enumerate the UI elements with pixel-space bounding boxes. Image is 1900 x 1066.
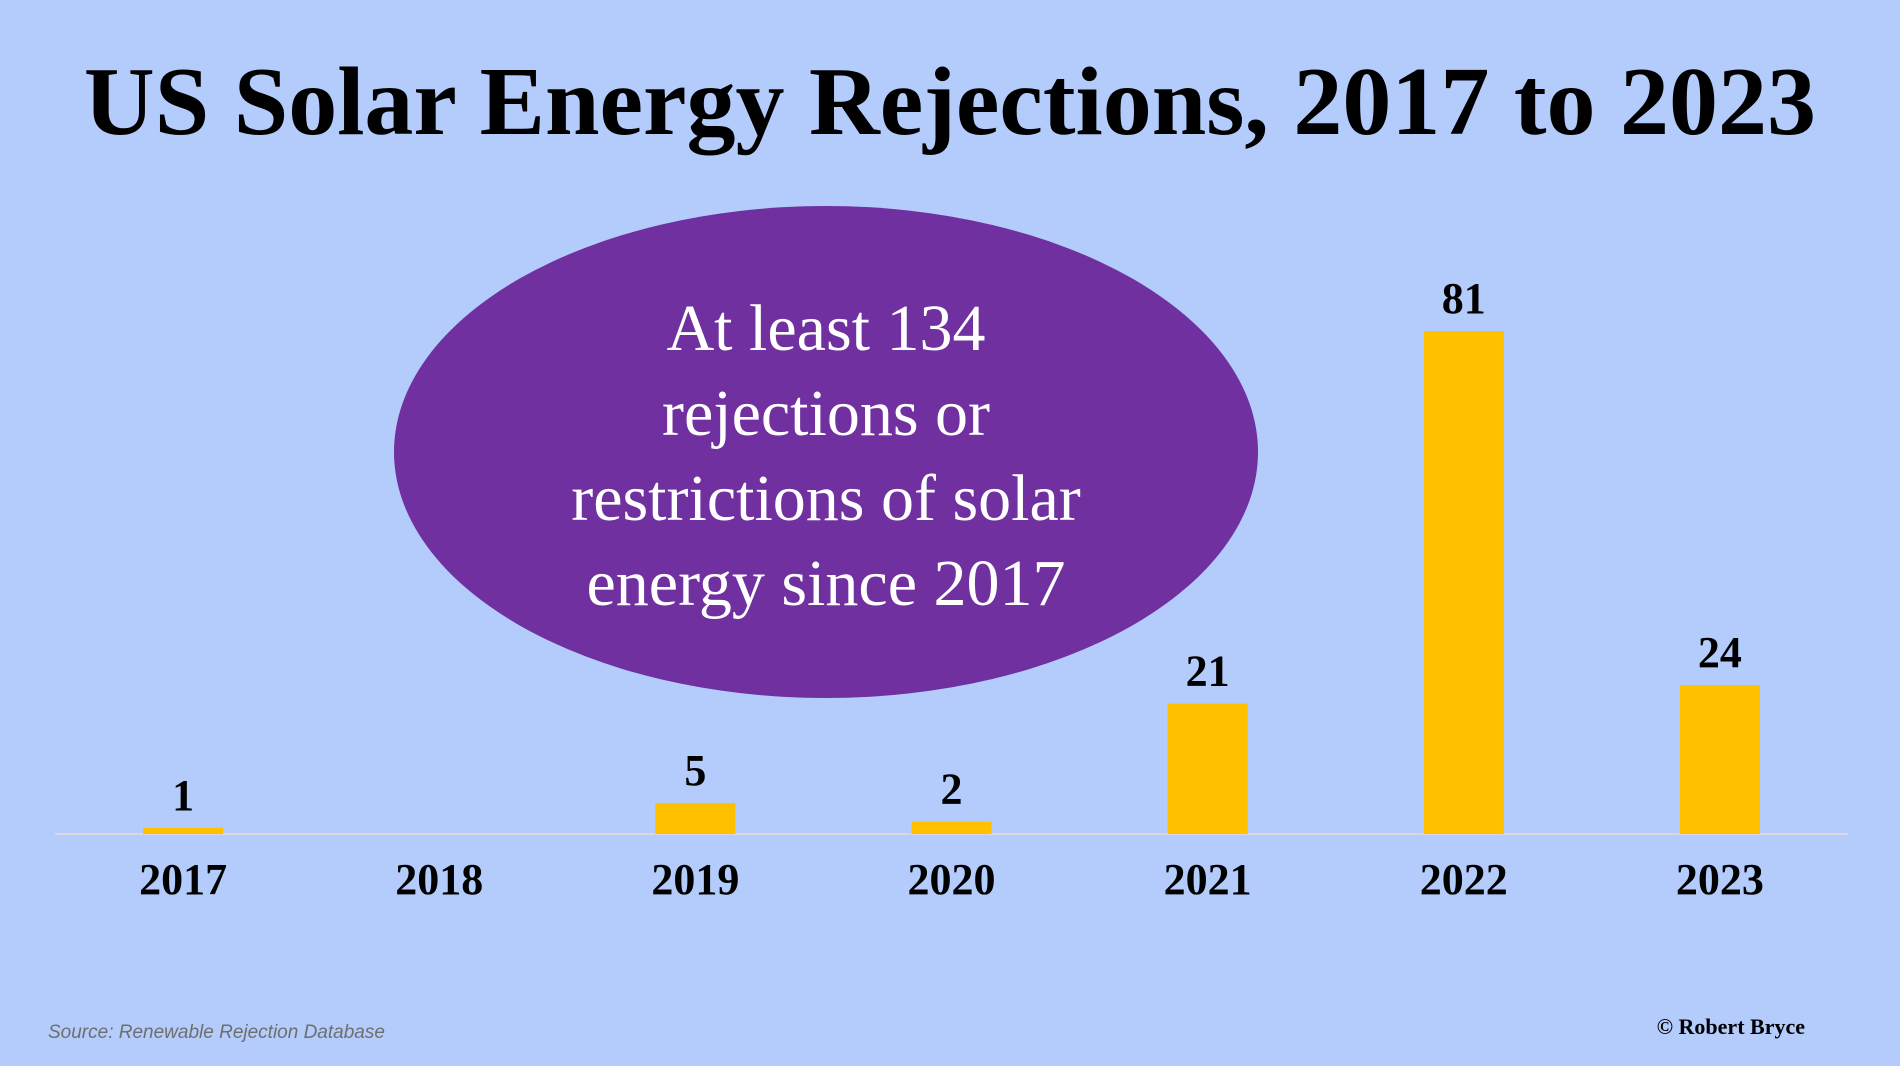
x-tick-label-2021: 2021 xyxy=(1164,855,1252,904)
bar-2019 xyxy=(655,802,736,834)
annotation-line-3: restrictions of solar xyxy=(571,462,1081,535)
data-label-2022: 81 xyxy=(1442,274,1486,323)
data-label-2020: 2 xyxy=(941,765,963,814)
x-tick-label-2020: 2020 xyxy=(908,855,996,904)
x-tick-label-2022: 2022 xyxy=(1420,855,1508,904)
source-note: Source: Renewable Rejection Database xyxy=(48,1022,385,1043)
annotation-line-2: rejections or xyxy=(662,377,990,450)
annotation-line-4: energy since 2017 xyxy=(587,547,1066,620)
x-tick-label-2023: 2023 xyxy=(1676,855,1764,904)
data-label-2017: 1 xyxy=(172,771,194,820)
data-label-2023: 24 xyxy=(1698,628,1742,677)
bar-2022 xyxy=(1423,331,1504,834)
annotation-line-1: At least 134 xyxy=(667,292,986,365)
x-tick-label-2017: 2017 xyxy=(139,855,227,904)
bar-2021 xyxy=(1167,703,1248,834)
copyright-credit: © Robert Bryce xyxy=(1656,1014,1805,1039)
chart-title: US Solar Energy Rejections, 2017 to 2023 xyxy=(83,48,1817,156)
bar-2023 xyxy=(1679,684,1760,834)
bar-2020 xyxy=(911,821,992,834)
annotation-callout: At least 134 rejections or restrictions of… xyxy=(394,206,1258,698)
data-label-2019: 5 xyxy=(684,746,706,795)
annotation-ellipse xyxy=(394,206,1258,698)
data-label-2021: 21 xyxy=(1186,647,1230,696)
x-tick-label-2018: 2018 xyxy=(395,855,483,904)
bar-2017 xyxy=(143,827,224,834)
x-tick-label-2019: 2019 xyxy=(651,855,739,904)
